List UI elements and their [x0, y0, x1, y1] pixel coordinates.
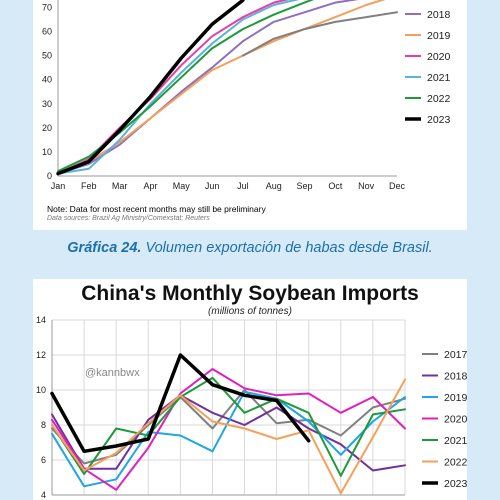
x-tick-label: May — [173, 181, 191, 191]
x-tick-label: Jan — [51, 181, 66, 191]
y-tick-label: 40 — [42, 75, 52, 85]
y-tick-label: 20 — [42, 123, 52, 133]
y-tick-label: 30 — [42, 99, 52, 109]
y-tick-label: 60 — [42, 27, 52, 37]
legend-label: 2018 — [444, 371, 468, 383]
chart-title: China's Monthly Soybean Imports — [81, 282, 419, 305]
caption-prefix: Gráfica 24. — [67, 240, 142, 256]
x-tick-label: Oct — [328, 181, 343, 191]
series-line — [243, 12, 397, 55]
series-line — [51, 378, 406, 495]
chart-note: Note: Data for most recent months may st… — [47, 204, 266, 214]
chart-svg-china: 4 6 8 10 12 14 2017 2018 2019 2020 2021 2022 2023 — [36, 315, 468, 500]
series-line — [51, 368, 406, 491]
chart-subtitle: (millions of tonnes) — [208, 306, 292, 317]
series-line — [58, 0, 397, 174]
y-tick-label: 10 — [36, 385, 46, 395]
series-line — [58, 0, 397, 174]
chart-panel-brazil: 0 10 20 30 40 50 60 70 Jan Feb Mar Apr May Jun Jul Aug S… — [33, 0, 467, 230]
y-tick-label: 14 — [36, 315, 46, 325]
y-tick-label: 12 — [36, 350, 46, 360]
x-tick-label: Mar — [112, 181, 128, 191]
legend-label: 2023 — [444, 478, 468, 490]
y-tick-label: 8 — [41, 420, 46, 430]
legend-label: 2022 — [444, 457, 468, 469]
x-tick-label: Jun — [205, 181, 220, 191]
y-tick-label: 50 — [42, 51, 52, 61]
legend-label: 2021 — [444, 435, 468, 447]
x-tick-label: Nov — [358, 181, 375, 191]
watermark: @kannbwx — [85, 367, 140, 379]
legend-label: 2019 — [444, 392, 468, 404]
series-line — [58, 0, 397, 174]
x-tick-label: Sep — [297, 181, 313, 191]
x-tick-label: Aug — [266, 181, 282, 191]
y-tick-label: 10 — [42, 147, 52, 157]
figure-caption: Gráfica 24. Volumen exportación de habas… — [0, 240, 500, 256]
caption-text: Volumen exportación de habas desde Brasi… — [141, 240, 433, 256]
y-tick-label: 4 — [41, 490, 46, 500]
legend-label: 2017 — [444, 349, 468, 361]
series-line — [51, 390, 406, 488]
series-line — [50, 353, 311, 454]
chart-panel-china: China's Monthly Soybean Imports (million… — [33, 279, 468, 500]
legend-label: 2023 — [427, 114, 451, 126]
y-tick-label: 70 — [42, 2, 52, 12]
y-tick-label: 6 — [41, 455, 46, 465]
x-tick-label: Jul — [237, 181, 249, 191]
legend-label: 2018 — [427, 9, 451, 21]
chart-source: Data sources: Brazil Ag Ministry/Comexst… — [47, 215, 210, 222]
series-line — [51, 376, 406, 477]
y-tick-label: 0 — [47, 171, 52, 181]
x-tick-label: Dec — [389, 181, 406, 191]
legend-label: 2020 — [427, 51, 451, 63]
legend-label: 2022 — [427, 93, 451, 105]
x-tick-label: Apr — [143, 181, 157, 191]
chart-svg-brazil: 0 10 20 30 40 50 60 70 Jan Feb Mar Apr May Jun Jul Aug S… — [33, 0, 467, 230]
legend-label: 2020 — [444, 414, 468, 426]
legend-label: 2019 — [427, 30, 451, 42]
legend-label: 2021 — [427, 72, 451, 84]
series-line — [58, 0, 335, 171]
series-line — [58, 0, 243, 173]
x-tick-label: Feb — [81, 181, 97, 191]
